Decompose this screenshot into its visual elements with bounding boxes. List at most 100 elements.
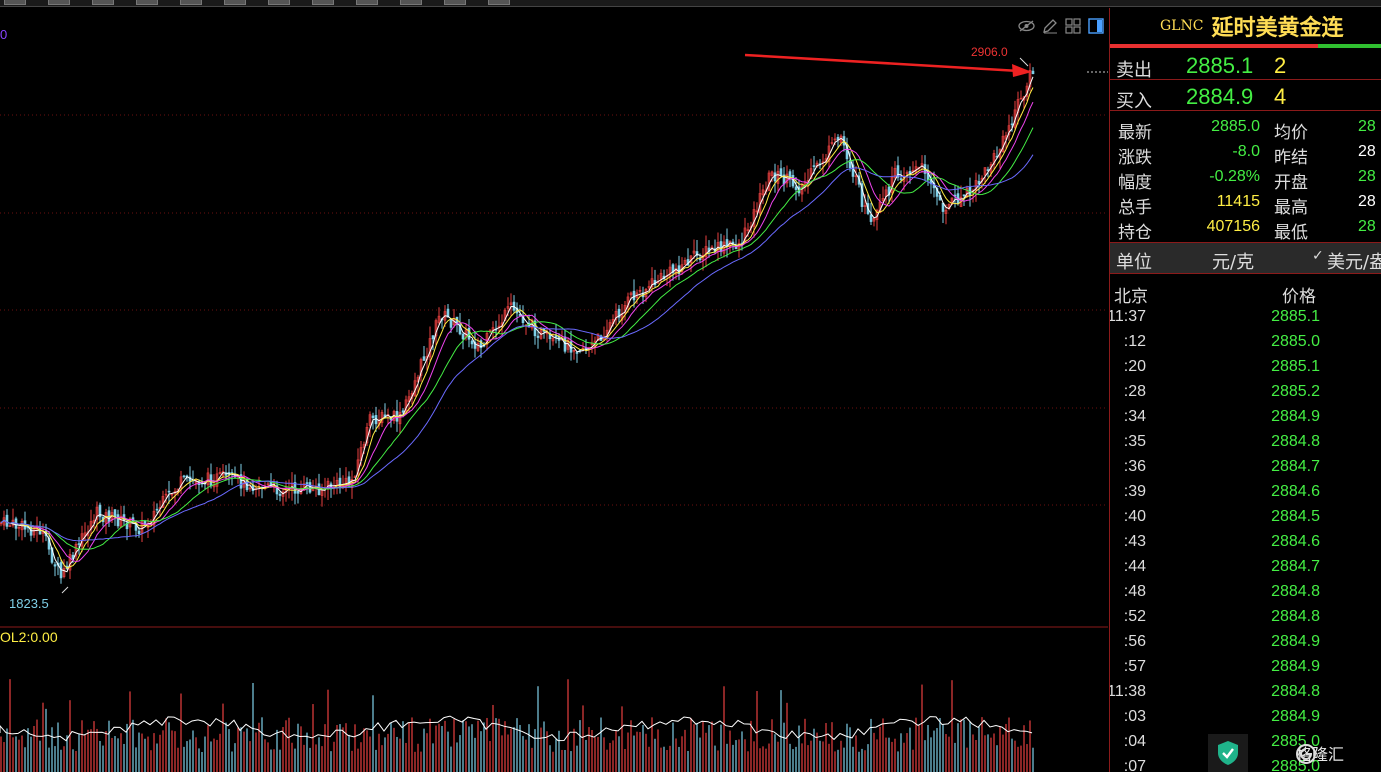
candle-body (401, 410, 405, 413)
trough-pointer (61, 586, 69, 594)
candle-body (371, 415, 375, 418)
sell-label: 卖出 (1116, 60, 1152, 81)
candle-body (446, 308, 450, 318)
toolbar-tab[interactable] (224, 0, 246, 5)
candle-body (509, 302, 513, 305)
tick-time: :40 (1123, 508, 1146, 525)
candle-body (155, 508, 159, 511)
toolbar-tab[interactable] (444, 0, 466, 5)
candle-body (125, 522, 129, 530)
candle-body (53, 564, 57, 567)
tick-price: 2885.1 (1271, 358, 1320, 375)
toolbar-tab[interactable] (400, 0, 422, 5)
toolbar-tab[interactable] (488, 0, 510, 5)
candle-body (992, 153, 996, 165)
tick-row: :07 2885.0 (1110, 756, 1381, 772)
candle-body (434, 320, 438, 337)
toolbar-tab[interactable] (180, 0, 202, 5)
toolbar-tab[interactable] (268, 0, 290, 5)
candle-body (899, 178, 903, 180)
tick-time: :36 (1123, 458, 1146, 475)
grid-layout-icon[interactable] (1064, 17, 1081, 34)
kline-chart[interactable]: 0 2906.0 1823.5 OL2:0.00 (0, 8, 1108, 772)
stat-value: 11415 (1216, 193, 1260, 210)
candle-body (1028, 70, 1032, 87)
volume-indicator-label: OL2:0.00 (0, 629, 58, 645)
tick-time: 11:37 (1109, 308, 1146, 325)
stat-value: 407156 (1206, 218, 1260, 235)
tick-price: 2884.8 (1271, 583, 1320, 600)
annotation-arrowhead (1012, 64, 1032, 77)
buy-price: 2884.9 (1186, 84, 1254, 109)
sell-volume: 2 (1274, 53, 1287, 78)
peak-pointer (1019, 57, 1029, 67)
candle-body (422, 356, 426, 361)
stat-value: 28 (1358, 218, 1376, 235)
candle-body (752, 209, 756, 227)
candle-body (830, 142, 834, 144)
instrument-code: GLNC (1160, 18, 1204, 34)
candle-body (851, 164, 855, 177)
tick-price: 2885.2 (1271, 383, 1320, 400)
tick-time: :43 (1123, 533, 1146, 550)
candle-body (902, 175, 906, 182)
candle-body (266, 483, 270, 486)
toolbar-tab[interactable] (312, 0, 334, 5)
kline-svg (0, 53, 1108, 772)
candle-body (1031, 70, 1035, 75)
ma30-line (0, 127, 1034, 550)
toolbar-tab[interactable] (356, 0, 378, 5)
candle-body (746, 229, 750, 231)
tick-row: 11:37 2885.1 (1110, 306, 1381, 331)
tick-time: :56 (1123, 633, 1146, 650)
tick-time: :07 (1123, 758, 1146, 772)
candle-body (776, 170, 780, 184)
candle-body (614, 311, 618, 320)
tick-row: :35 2884.8 (1110, 431, 1381, 456)
tick-row: :34 2884.9 (1110, 406, 1381, 431)
tick-row: :36 2884.7 (1110, 456, 1381, 481)
stat-value: -8.0 (1232, 143, 1260, 160)
candle-body (854, 175, 858, 178)
candle-body (41, 531, 45, 534)
tick-row: :03 2884.9 (1110, 706, 1381, 731)
candle-body (137, 530, 141, 535)
candle-body (863, 205, 867, 207)
panel-toggle-icon[interactable] (1087, 17, 1104, 34)
candle-body (536, 335, 540, 338)
candle-body (476, 343, 480, 351)
unit-option-usd[interactable]: 美元/盎 (1327, 252, 1381, 273)
tick-time: :12 (1123, 333, 1146, 350)
candle-body (398, 412, 402, 425)
candle-body (545, 332, 549, 335)
candle-body (704, 246, 708, 257)
candle-body (449, 318, 453, 328)
stat-value: 28 (1358, 168, 1376, 185)
tick-time-header: 北京 (1114, 287, 1148, 307)
toolbar-tab[interactable] (4, 0, 26, 5)
unit-option-yuan[interactable]: 元/克 (1212, 252, 1255, 273)
stat-row: 幅度 -0.28% 开盘 28 (1110, 166, 1381, 193)
toolbar-tab[interactable] (136, 0, 158, 5)
eye-off-icon[interactable] (1018, 18, 1035, 33)
toolbar-tab[interactable] (48, 0, 70, 5)
candle-body (770, 171, 774, 176)
candle-body (647, 286, 651, 289)
candle-body (62, 568, 66, 577)
shield-icon[interactable] (1208, 734, 1248, 772)
tick-time: :57 (1123, 658, 1146, 675)
candle-body (182, 475, 186, 478)
candle-body (1019, 97, 1023, 100)
candle-body (506, 306, 510, 309)
candle-body (368, 414, 372, 426)
candle-body (410, 393, 414, 399)
tick-price: 2885.0 (1271, 333, 1320, 350)
tick-time: :34 (1123, 408, 1146, 425)
tick-row: :20 2885.1 (1110, 356, 1381, 381)
candle-body (428, 338, 432, 358)
toolbar-tab[interactable] (92, 0, 114, 5)
buy-volume: 4 (1274, 84, 1287, 109)
pencil-icon[interactable] (1041, 18, 1058, 33)
stat-row: 涨跌 -8.0 昨结 28 (1110, 141, 1381, 168)
title-underline (1110, 44, 1381, 48)
